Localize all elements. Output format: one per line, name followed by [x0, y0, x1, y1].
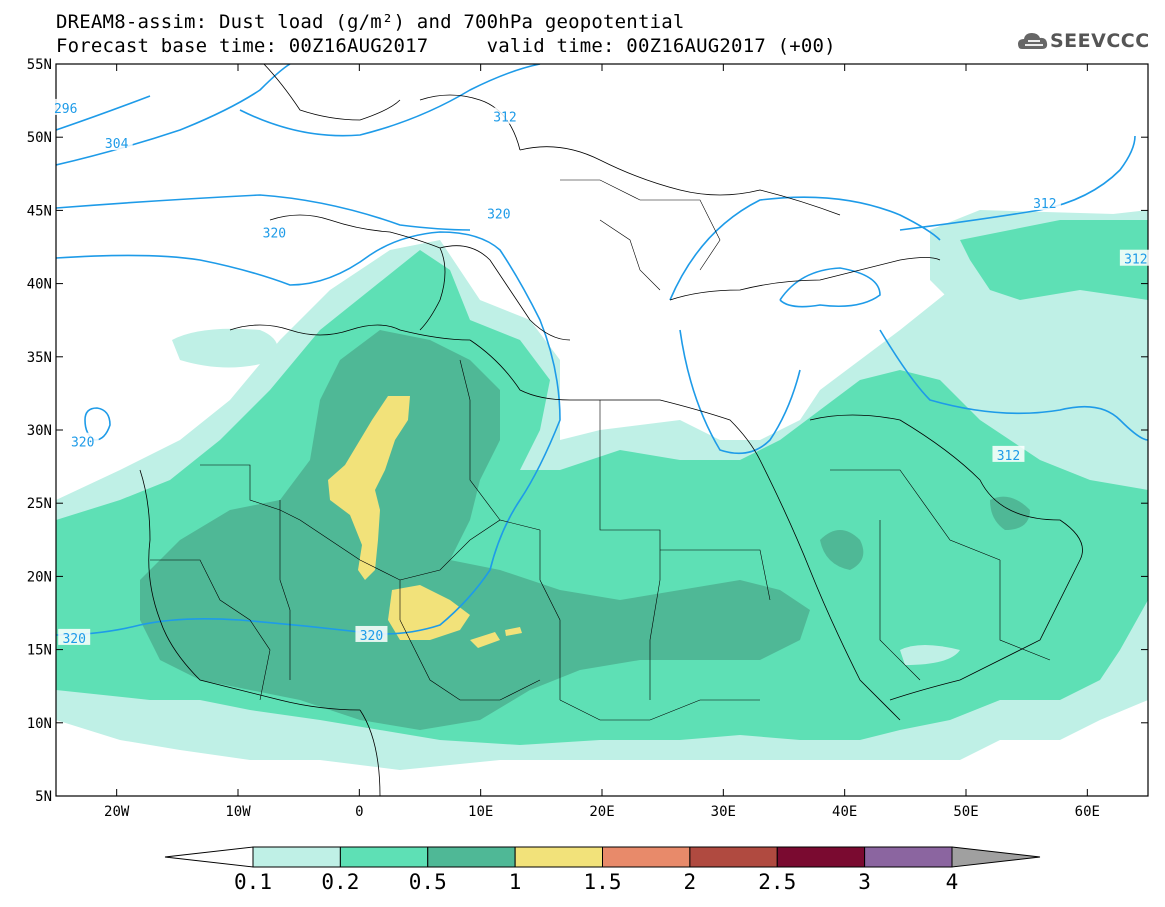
colorbar: 0.1 0.2 0.5 1 1.5 2 2.5 3 4 [164, 846, 1041, 894]
contour-296 [56, 95, 151, 131]
lat-tick-label: 35N [27, 350, 52, 366]
lat-tick-label: 20N [27, 569, 52, 585]
country-borders [150, 179, 1051, 721]
lon-tick-label: 20E [589, 804, 614, 820]
contour-label: 296 [54, 102, 77, 117]
lon-tick-label: 10E [468, 804, 493, 820]
colorbar-label: 0.5 [409, 870, 447, 894]
lon-tick-label: 0 [355, 804, 363, 820]
colorbar-label: 1.5 [584, 870, 622, 894]
dust-band-0-2-caspian [960, 220, 1148, 300]
contour-labels: 296 304 312 320 320 312 312 312 320 320 320 [49, 98, 1152, 647]
contour-label: 304 [105, 137, 129, 152]
dust-band-0-2-oman [900, 645, 960, 665]
dust-shading [56, 64, 1148, 796]
lon-tick-label: 20W [104, 804, 130, 820]
colorbar-segment [339, 846, 429, 868]
contour-304 [56, 64, 291, 166]
dust-band-0-5 [140, 330, 810, 730]
dust-band-1 [328, 396, 410, 580]
cloud-logo-icon [1018, 33, 1048, 49]
colorbar-label: 0.2 [321, 870, 359, 894]
lat-tick-label: 55N [27, 57, 52, 73]
contour-label: 320 [71, 436, 94, 451]
colorbar-segment [689, 846, 778, 868]
colorbar-segment [427, 846, 516, 868]
colorbar-label: 3 [858, 870, 871, 894]
lat-tick-label: 45N [27, 203, 52, 219]
lon-tick-label: 30E [711, 804, 736, 820]
axis-ticks: 55N 50N 45N 40N 35N 30N 25N 20N 15N 10N 5N 20W 10W 0 1… [27, 57, 1148, 820]
contour-label: 312 [1124, 253, 1147, 268]
colorbar-label: 4 [946, 870, 959, 894]
logo-text: SEEVCCC [1050, 30, 1150, 52]
contour-label-bg [992, 445, 1025, 462]
colorbar-low-arrow [164, 846, 254, 868]
colorbar-segment [776, 846, 866, 868]
contour-label: 312 [1033, 197, 1056, 212]
colorbar-label: 2.5 [758, 870, 796, 894]
dust-band-0-5-gulf [990, 496, 1030, 530]
lat-tick-label: 10N [27, 716, 52, 732]
contour-label: 320 [62, 632, 85, 647]
forecast-time-subtitle: Forecast base time: 00Z16AUG2017 valid t… [56, 35, 836, 57]
coastlines [139, 64, 1083, 796]
contour-label-bg [488, 107, 521, 124]
lon-tick-label: 40E [832, 804, 857, 820]
lat-tick-label: 5N [35, 789, 52, 805]
colorbar-label: 2 [684, 870, 697, 894]
lon-tick-label: 10W [225, 804, 251, 820]
contour-label-bg [100, 134, 133, 151]
colorbar-segment [602, 846, 691, 868]
lon-tick-label: 50E [953, 804, 978, 820]
geopotential-contours [56, 64, 1148, 636]
contour-label: 312 [997, 449, 1020, 464]
map-title: DREAM8-assim: Dust load (g/m²) and 700hP… [56, 11, 685, 33]
dust-band-1-south-small [470, 627, 522, 648]
colorbar-label: 1 [509, 870, 522, 894]
colorbar-segment [514, 846, 603, 868]
lat-tick-label: 30N [27, 423, 52, 439]
contour-312-loop [779, 267, 881, 308]
colorbar-segment [252, 846, 341, 868]
colorbar-high-arrow [951, 846, 1041, 868]
lat-tick-label: 40N [27, 277, 52, 293]
contour-label-bg [1119, 249, 1152, 266]
dust-band-1-south [388, 585, 470, 640]
colorbar-segment [864, 846, 953, 868]
lat-tick-label: 50N [27, 130, 52, 146]
lat-tick-label: 15N [27, 643, 52, 659]
contour-label-bg [258, 223, 291, 240]
contour-320-spain [56, 231, 561, 636]
contour-label: 320 [360, 629, 383, 644]
contour-312-east [899, 135, 1136, 231]
contour-label-bg [482, 204, 515, 221]
contour-label-bg [66, 432, 99, 449]
contour-312-north [239, 64, 541, 137]
lon-tick-label: 60E [1075, 804, 1100, 820]
dust-band-0-1-northwest [172, 328, 278, 368]
contour-label: 312 [493, 111, 516, 126]
contour-320-west [56, 194, 471, 231]
lat-tick-label: 25N [27, 496, 52, 512]
contour-label-bg [58, 628, 91, 645]
contour-label-bg [49, 98, 82, 115]
contour-312-south [679, 329, 801, 455]
contour-312-mid [669, 196, 941, 301]
contour-312-iran [879, 329, 1148, 441]
contour-label: 320 [487, 207, 510, 222]
contour-label: 320 [263, 226, 286, 241]
dust-band-0-5-east [820, 530, 864, 570]
contour-label-bg [1028, 194, 1061, 211]
contour-label-bg [355, 625, 388, 642]
colorbar-label: 0.1 [234, 870, 272, 894]
